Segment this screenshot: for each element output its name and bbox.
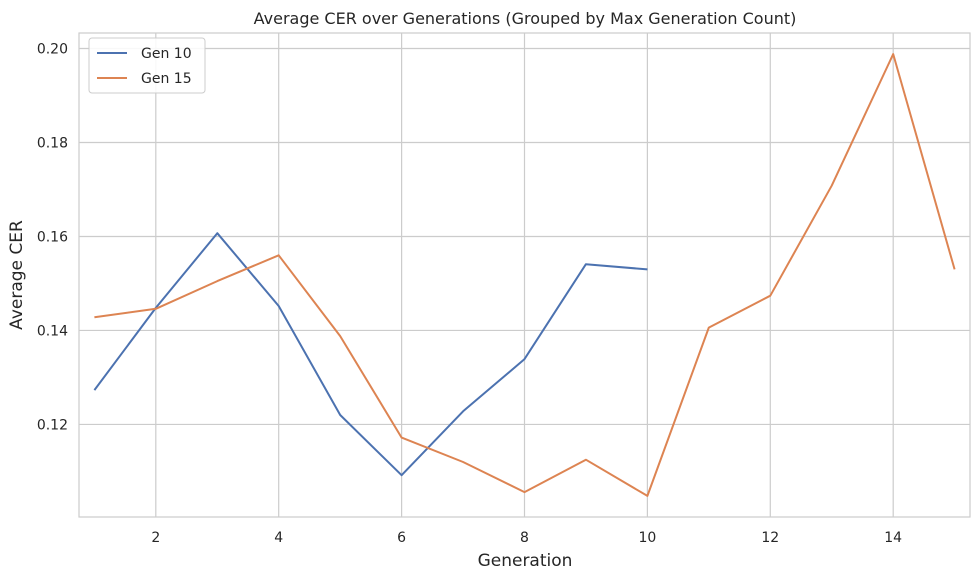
x-tick-label: 12 bbox=[761, 530, 779, 546]
x-axis-label: Generation bbox=[478, 551, 573, 571]
y-axis-label: Average CER bbox=[7, 220, 27, 330]
legend-entry-label: Gen 15 bbox=[141, 71, 192, 87]
y-tick-labels: 0.12 0.14 0.16 0.18 0.20 bbox=[37, 42, 68, 434]
x-tick-labels: 2 4 6 8 10 12 14 bbox=[151, 530, 902, 546]
x-tick-label: 6 bbox=[397, 530, 406, 546]
y-tick-label: 0.14 bbox=[37, 323, 68, 339]
series-line-1 bbox=[93, 232, 648, 477]
y-tick-label: 0.12 bbox=[37, 417, 68, 433]
y-tick-label: 0.20 bbox=[37, 42, 68, 58]
y-tick-label: 0.16 bbox=[37, 229, 68, 245]
x-tick-label: 10 bbox=[638, 530, 656, 546]
chart-title: Average CER over Generations (Grouped by… bbox=[254, 9, 797, 28]
legend-entry-label: Gen 10 bbox=[141, 46, 192, 62]
x-tick-label: 4 bbox=[274, 530, 283, 546]
plot-area-frame bbox=[78, 32, 971, 518]
legend-box bbox=[88, 37, 206, 94]
x-tick-label: 8 bbox=[520, 530, 529, 546]
series-lines bbox=[93, 53, 956, 497]
grid-lines bbox=[79, 33, 970, 517]
x-tick-label: 14 bbox=[884, 530, 902, 546]
x-tick-label: 2 bbox=[151, 530, 160, 546]
y-tick-label: 0.18 bbox=[37, 135, 68, 151]
legend: Gen 10 Gen 15 bbox=[88, 37, 206, 94]
series-line-2 bbox=[94, 53, 956, 497]
